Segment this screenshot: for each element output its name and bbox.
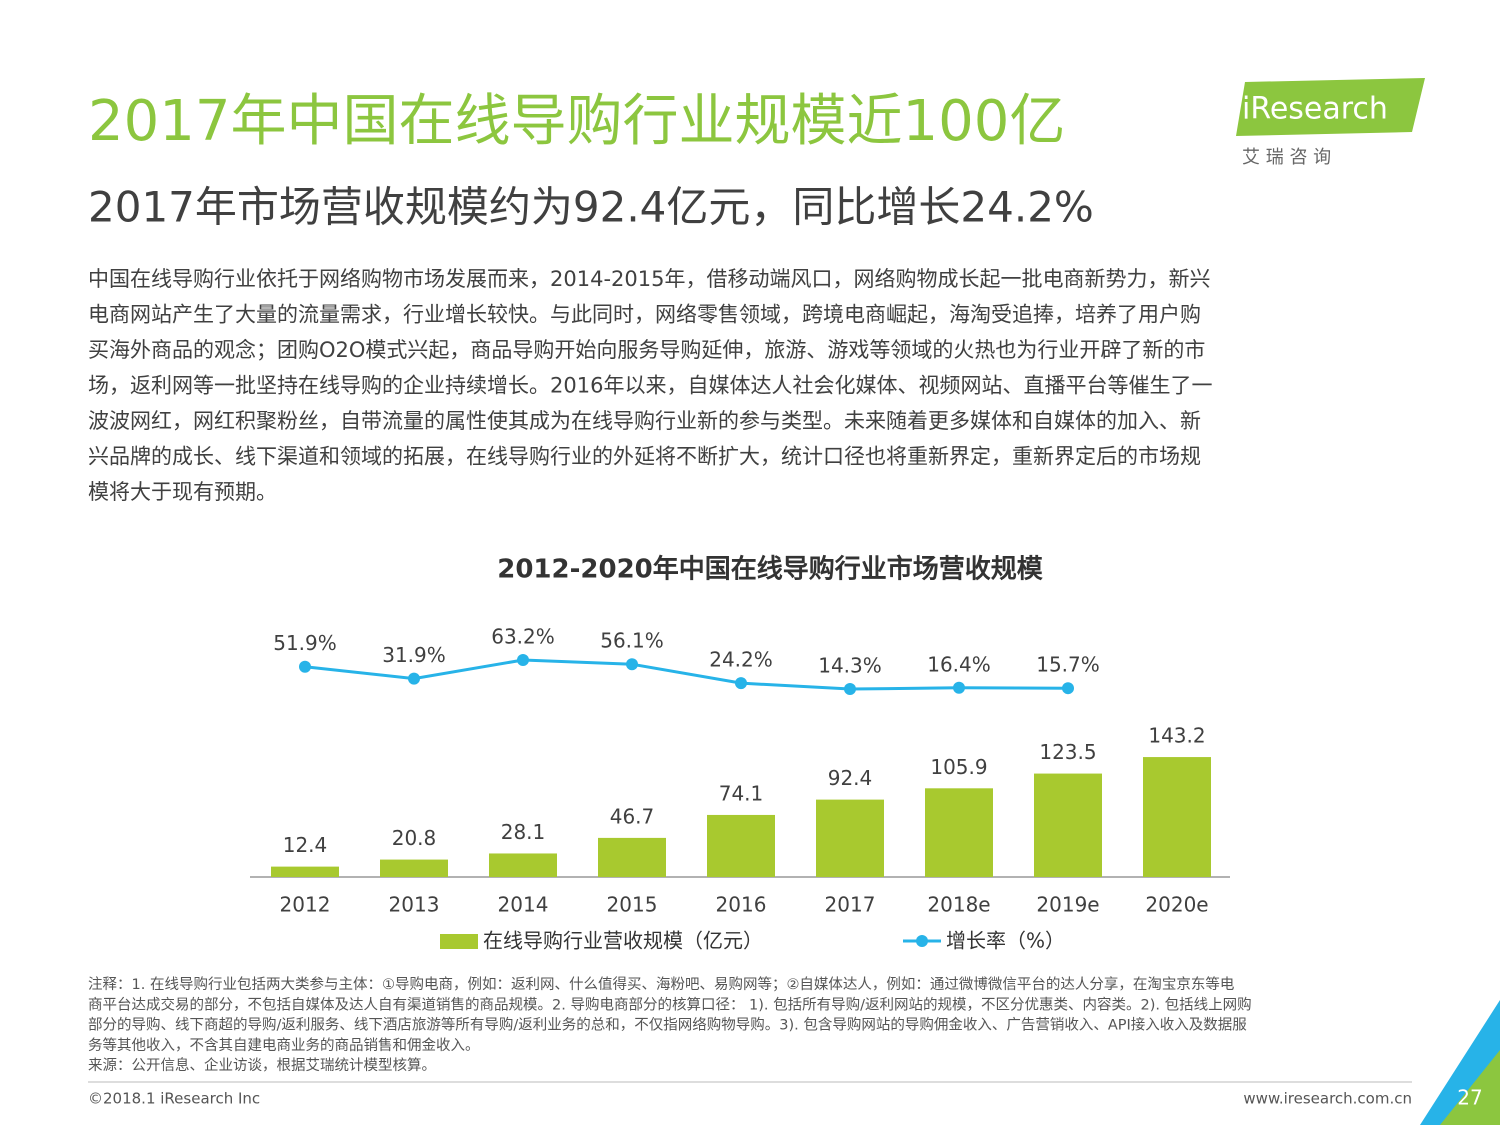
body-line: 波波网红，网红积聚粉丝，自带流量的属性使其成为在线导购行业新的参与类型。未来随着…	[88, 409, 1201, 433]
growth-point	[953, 681, 965, 694]
body-line: 中国在线导购行业依托于网络购物市场发展而来，2014-2015年，借移动端风口，…	[88, 267, 1210, 291]
growth-label: 15.7%	[1036, 653, 1100, 677]
x-tick-label: 2018e	[927, 893, 990, 917]
x-tick-label: 2014	[498, 893, 549, 917]
growth-point	[626, 658, 638, 671]
growth-point	[844, 683, 856, 696]
x-tick-label: 2012	[280, 893, 331, 917]
bar-label: 12.4	[283, 833, 328, 857]
growth-point	[299, 660, 311, 673]
bar	[489, 853, 557, 877]
growth-label: 24.2%	[709, 648, 773, 672]
growth-label: 14.3%	[818, 654, 882, 678]
bar	[925, 788, 993, 877]
note-line: 注释：1. 在线导购行业包括两大类参与主体：①导购电商，例如：返利网、什么值得买…	[88, 975, 1234, 993]
growth-point	[735, 677, 747, 690]
bar-label: 74.1	[719, 781, 764, 805]
body-line: 电商网站产生了大量的流量需求，行业增长较快。与此同时，网络零售领域，跨境电商崛起…	[88, 303, 1201, 327]
x-tick-label: 2017	[825, 893, 876, 917]
bar	[598, 837, 666, 877]
bar	[707, 814, 775, 877]
bar-label: 92.4	[828, 766, 873, 790]
x-tick-label: 2016	[716, 893, 767, 917]
note-line: 商平台达成交易的部分，不包括自媒体及达人自有渠道销售的商品规模。2. 导购电商部…	[88, 995, 1252, 1013]
x-tick-label: 2015	[607, 893, 658, 917]
copyright: ©2018.1 iResearch Inc	[88, 1090, 260, 1108]
legend-label: 增长率（%）	[946, 929, 1065, 953]
bar-label: 28.1	[501, 820, 546, 844]
body-line: 模将大于现有预期。	[88, 480, 277, 504]
x-tick-label: 2020e	[1145, 893, 1208, 917]
bar-label: 105.9	[930, 755, 987, 779]
body-line: 兴品牌的成长、线下渠道和领域的拓展，在线导购行业的外延将不断扩大，统计口径也将重…	[88, 445, 1201, 469]
chart-title: 2012-2020年中国在线导购行业市场营收规模	[497, 554, 1044, 585]
legend-swatch	[440, 934, 478, 949]
headline: 2017年中国在线导购行业规模近100亿	[88, 89, 1065, 154]
legend-label: 在线导购行业营收规模（亿元）	[483, 929, 763, 953]
x-tick-label: 2013	[389, 893, 440, 917]
subheadline: 2017年市场营收规模约为92.4亿元，同比增长24.2%	[88, 183, 1094, 232]
body-line: 买海外商品的观念；团购O2O模式兴起，商品导购开始向服务导购延伸，旅游、游戏等领…	[88, 338, 1205, 362]
growth-label: 51.9%	[273, 631, 337, 655]
bar	[1143, 757, 1211, 877]
body-line: 场，返利网等一批坚持在线导购的企业持续增长。2016年以来，自媒体达人社会化媒体…	[88, 374, 1212, 398]
bar-label: 143.2	[1148, 724, 1205, 748]
bar	[1034, 773, 1102, 877]
growth-label: 31.9%	[382, 643, 446, 667]
growth-point	[1062, 682, 1074, 695]
bar	[380, 859, 448, 877]
note-line: 来源：公开信息、企业访谈，根据艾瑞统计模型核算。	[88, 1056, 436, 1074]
page-number: 27	[1457, 1086, 1482, 1110]
logo-name: iResearch	[1242, 92, 1388, 127]
x-tick-label: 2019e	[1036, 893, 1099, 917]
bar-label: 46.7	[610, 804, 655, 828]
growth-line	[304, 658, 1069, 691]
corner-green	[1440, 1050, 1500, 1125]
note-line: 务等其他收入，不含其自建电商业务的商品销售和佣金收入。	[88, 1036, 480, 1054]
growth-point	[408, 672, 420, 685]
growth-label: 16.4%	[927, 652, 991, 676]
legend-dot	[916, 935, 928, 947]
bar-label: 123.5	[1039, 740, 1096, 764]
growth-point	[517, 654, 529, 667]
logo-subtitle: 艾 瑞 咨 询	[1242, 147, 1331, 168]
growth-label: 56.1%	[600, 629, 664, 653]
bar-label: 20.8	[392, 826, 437, 850]
bar	[816, 799, 884, 877]
bar	[271, 866, 339, 877]
note-line: 部分的导购、线下商超的导购/返利服务、线下酒店旅游等所有导购/返利业务的总和，不…	[88, 1016, 1247, 1034]
logo-band	[1236, 78, 1425, 136]
growth-label: 63.2%	[491, 625, 555, 649]
website: www.iresearch.com.cn	[1243, 1090, 1412, 1108]
